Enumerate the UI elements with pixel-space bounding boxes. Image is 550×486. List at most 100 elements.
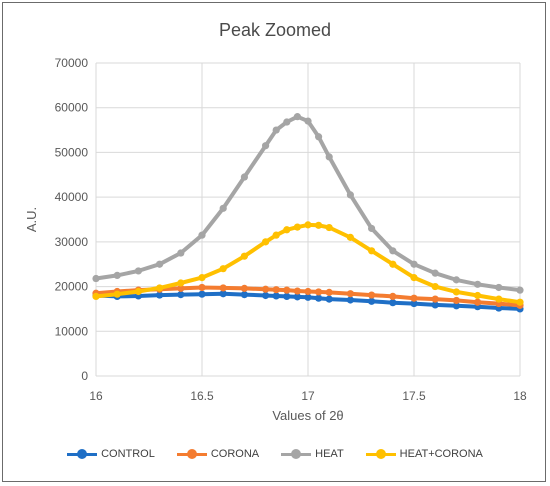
- y-tick-label: 50000: [55, 145, 89, 159]
- data-point: [315, 288, 323, 296]
- y-tick-label: 30000: [55, 235, 89, 249]
- data-point: [325, 223, 333, 232]
- data-point: [156, 291, 164, 299]
- data-point: [304, 117, 312, 125]
- x-tick-label: 18: [513, 389, 527, 403]
- data-point: [262, 291, 270, 300]
- data-point: [389, 247, 397, 255]
- data-point: [113, 290, 121, 298]
- data-point: [410, 299, 418, 308]
- data-point: [516, 286, 524, 294]
- data-point: [474, 280, 482, 288]
- data-point: [495, 283, 503, 292]
- data-point: [198, 290, 206, 298]
- series-corona: [92, 283, 524, 309]
- data-point: [240, 252, 248, 260]
- x-tick-label: 17.5: [402, 389, 426, 403]
- data-point: [452, 276, 460, 284]
- data-point: [177, 284, 185, 292]
- data-point: [262, 238, 270, 246]
- data-point: [198, 274, 206, 282]
- data-point: [452, 296, 460, 305]
- data-point: [240, 284, 248, 292]
- legend-swatch: [67, 449, 98, 459]
- data-point: [304, 293, 312, 301]
- data-point: [325, 295, 333, 303]
- data-point: [431, 295, 439, 303]
- data-point: [410, 274, 418, 282]
- data-point: [134, 287, 142, 296]
- data-point: [293, 293, 301, 301]
- data-point: [368, 291, 376, 299]
- data-point: [431, 269, 439, 277]
- data-point: [272, 126, 280, 134]
- data-point: [346, 233, 354, 241]
- x-axis-label: Values of 2θ: [272, 408, 343, 423]
- data-point: [283, 118, 291, 126]
- data-point: [219, 290, 227, 298]
- data-point: [452, 288, 460, 296]
- data-point: [315, 133, 323, 141]
- data-point: [431, 301, 439, 309]
- data-point: [474, 291, 482, 300]
- legend-swatch: [365, 449, 396, 459]
- data-point: [156, 284, 164, 292]
- data-point: [219, 284, 227, 292]
- x-tick-label: 17: [301, 389, 315, 403]
- y-tick-label: 10000: [55, 324, 89, 338]
- data-point: [283, 292, 291, 301]
- data-point: [92, 274, 100, 283]
- data-point: [516, 298, 524, 306]
- data-point: [368, 224, 376, 233]
- data-point: [177, 249, 185, 257]
- data-point: [283, 226, 291, 234]
- data-point: [410, 260, 418, 268]
- legend-item: HEAT+CORONA: [365, 448, 483, 460]
- data-point: [177, 279, 185, 287]
- legend-item: HEAT: [281, 448, 344, 460]
- data-point: [315, 221, 323, 229]
- legend-label: HEAT: [315, 448, 344, 460]
- data-point: [262, 142, 270, 150]
- series-heat-corona: [92, 221, 524, 306]
- data-point: [368, 247, 376, 255]
- y-tick-label: 20000: [55, 280, 89, 294]
- series-heat: [92, 113, 524, 294]
- data-point: [272, 286, 280, 294]
- data-point: [315, 294, 323, 302]
- data-point: [92, 292, 100, 301]
- legend-label: HEAT+CORONA: [399, 448, 483, 460]
- data-point: [346, 290, 354, 298]
- chart-title: Peak Zoomed: [218, 20, 332, 40]
- y-tick-label: 40000: [55, 190, 89, 204]
- data-point: [240, 291, 248, 299]
- data-point: [156, 260, 164, 268]
- series-line: [95, 222, 521, 305]
- data-point: [304, 287, 312, 296]
- data-point: [389, 260, 397, 268]
- data-point: [368, 297, 376, 305]
- data-point: [198, 231, 206, 239]
- legend-item: CORONA: [176, 448, 259, 460]
- legend-swatch: [176, 449, 207, 459]
- data-point: [177, 291, 185, 299]
- series-line: [95, 114, 521, 293]
- data-point: [389, 299, 397, 307]
- data-point: [346, 191, 354, 199]
- x-tick-label: 16: [89, 389, 103, 403]
- data-point: [452, 302, 460, 310]
- y-tick-label: 0: [81, 369, 88, 383]
- data-point: [304, 221, 312, 229]
- data-point: [272, 231, 280, 239]
- chart-legend: CONTROL CORONA HEAT HEAT+CORONA: [0, 448, 550, 460]
- legend-swatch: [281, 449, 312, 459]
- data-point: [431, 282, 439, 291]
- data-point: [389, 292, 397, 301]
- data-point: [293, 113, 301, 121]
- data-point: [198, 283, 206, 292]
- x-tick-label: 16.5: [190, 389, 214, 403]
- data-point: [410, 294, 418, 302]
- data-point: [219, 204, 227, 212]
- data-point: [346, 296, 354, 304]
